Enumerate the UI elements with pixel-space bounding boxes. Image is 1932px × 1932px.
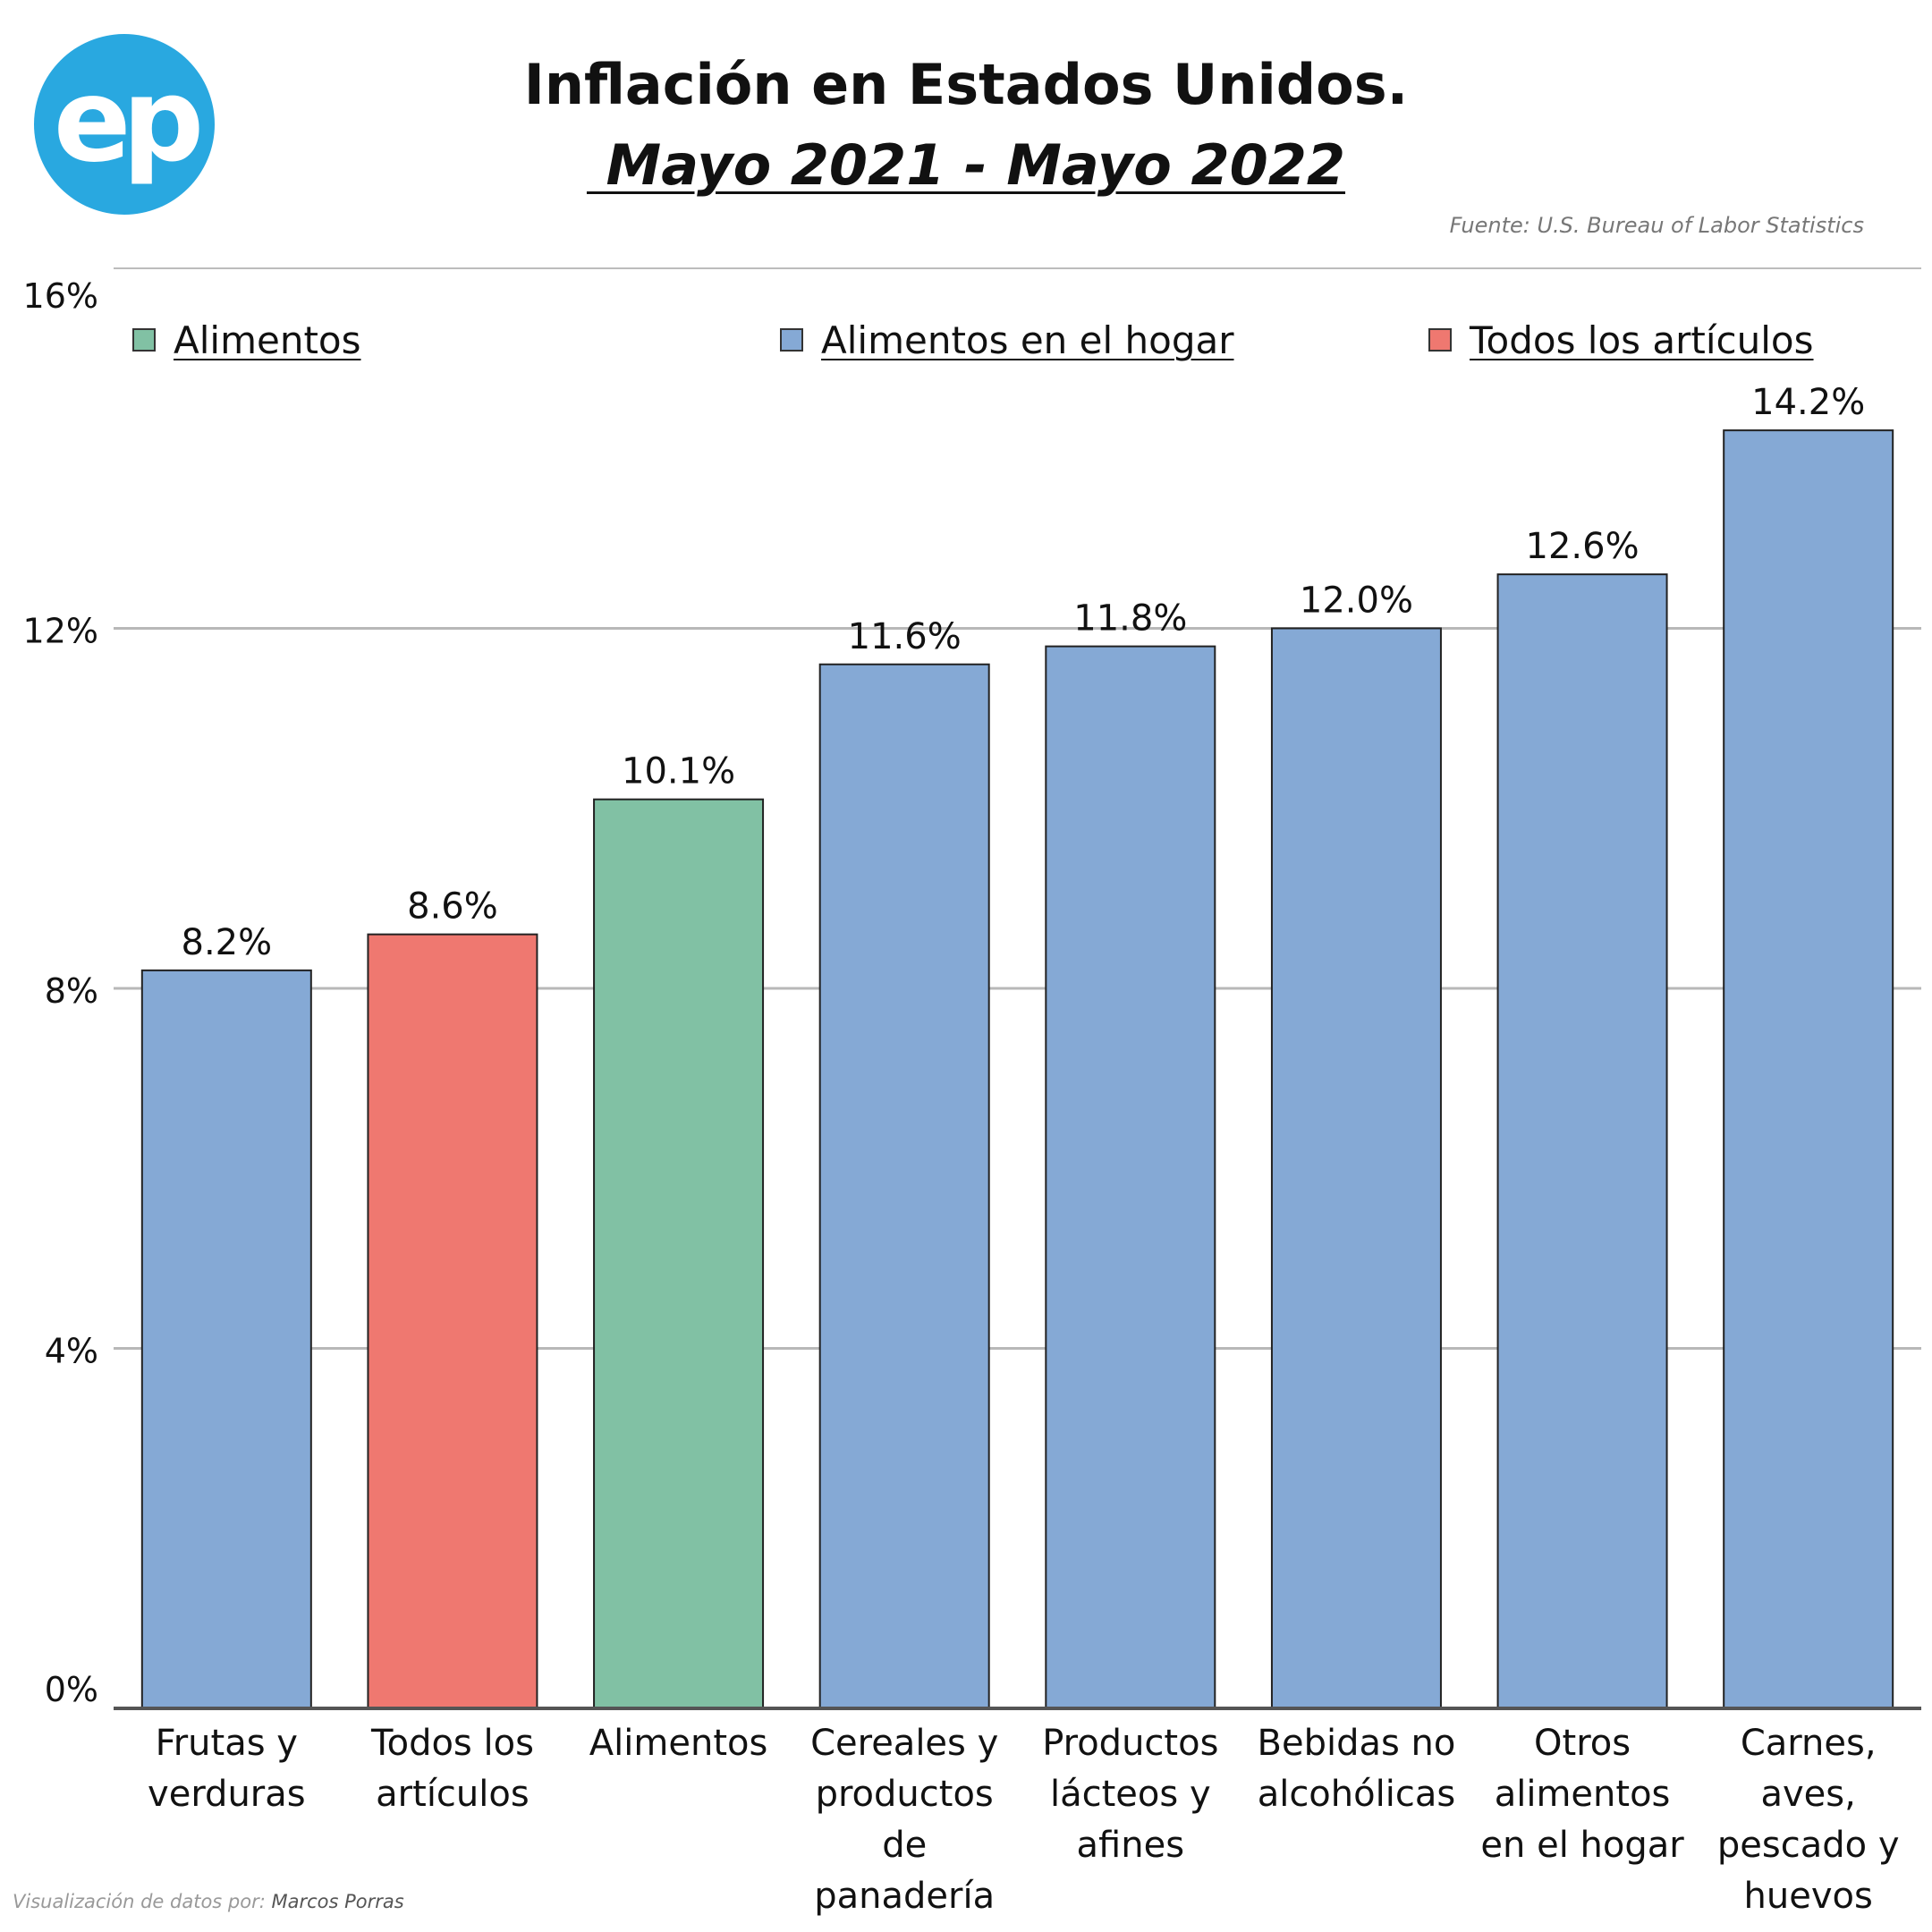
legend-swatch-alimentos [132, 327, 156, 352]
x-tick-label: Bebidas no [1258, 1723, 1456, 1764]
chart-subtitle: Mayo 2021 - Mayo 2022 [0, 132, 1932, 198]
logo-text: ep [53, 55, 204, 188]
credit-note: Visualización de datos por: Marcos Porra… [13, 1891, 404, 1912]
bar [593, 798, 765, 1709]
bar [1496, 573, 1668, 1709]
bar-value-label: 12.0% [1300, 580, 1413, 622]
x-tick-label: Carnes, [1741, 1723, 1877, 1764]
x-tick-label: verduras [148, 1774, 306, 1815]
bar-value-label: 12.6% [1526, 526, 1640, 567]
x-tick-label: Otros [1534, 1723, 1631, 1764]
bar [367, 933, 538, 1709]
bar-value-label: 8.2% [182, 922, 273, 963]
x-tick-label: pescado y [1717, 1825, 1900, 1866]
bar-value-label: 10.1% [622, 751, 735, 792]
chart-subtitle-text: Mayo 2021 - Mayo 2022 [586, 132, 1346, 198]
x-tick-label: Alimentos [589, 1723, 768, 1764]
bar-value-label: 11.8% [1073, 598, 1187, 640]
x-tick-label: afines [1077, 1825, 1185, 1866]
legend-label-alimentos: Alimentos [174, 318, 361, 362]
bar-value-label: 8.6% [407, 886, 498, 928]
legend-label-todos-los-articulos: Todos los artículos [1470, 318, 1814, 362]
chart-title: Inflación en Estados Unidos. [523, 52, 1409, 117]
x-tick-label: alimentos [1495, 1774, 1671, 1815]
x-tick-label: Productos [1042, 1723, 1218, 1764]
x-tick-label: Frutas y [156, 1723, 298, 1764]
x-tick-label: lácteos y [1050, 1774, 1211, 1815]
legend-item-alimentos-en-el-hogar[interactable]: Alimentos en el hogar [780, 318, 1234, 362]
source-note: Fuente: U.S. Bureau of Labor Statistics [1449, 213, 1864, 238]
bar [818, 663, 990, 1709]
legend-swatch-todos-los-articulos [1428, 327, 1452, 352]
x-tick-label: panadería [814, 1876, 995, 1917]
brand-logo: ep [34, 34, 215, 215]
legend-item-todos-los-articulos[interactable]: Todos los artículos [1428, 318, 1814, 362]
bar-value-label: 14.2% [1751, 382, 1865, 423]
x-tick-label: Todos los [370, 1723, 534, 1764]
legend-swatch-alimentos-en-el-hogar [780, 327, 803, 352]
legend-label-alimentos-en-el-hogar: Alimentos en el hogar [821, 318, 1234, 362]
bar [1045, 645, 1216, 1709]
x-tick-label: artículos [376, 1774, 530, 1815]
legend-item-alimentos[interactable]: Alimentos [132, 318, 361, 362]
y-tick-label: 0% [45, 1670, 98, 1709]
x-tick-label: productos [816, 1774, 994, 1815]
bar [140, 969, 312, 1709]
bar [1723, 429, 1894, 1709]
x-tick-label: de [882, 1825, 927, 1866]
y-tick-label: 12% [23, 612, 98, 651]
credit-name: Marcos Porras [271, 1891, 404, 1912]
x-tick-label: en el hogar [1480, 1825, 1684, 1866]
x-tick-label: alcohólicas [1258, 1774, 1455, 1815]
x-tick-label: Cereales y [810, 1723, 998, 1764]
y-tick-label: 4% [45, 1332, 98, 1371]
bar-value-label: 11.6% [848, 616, 962, 657]
y-tick-label: 8% [45, 971, 98, 1011]
x-tick-label: aves, [1761, 1774, 1856, 1815]
bar [1270, 627, 1442, 1709]
y-tick-label: 16% [23, 276, 98, 316]
x-tick-label: huevos [1744, 1876, 1873, 1917]
credit-prefix: Visualización de datos por: [13, 1891, 272, 1912]
